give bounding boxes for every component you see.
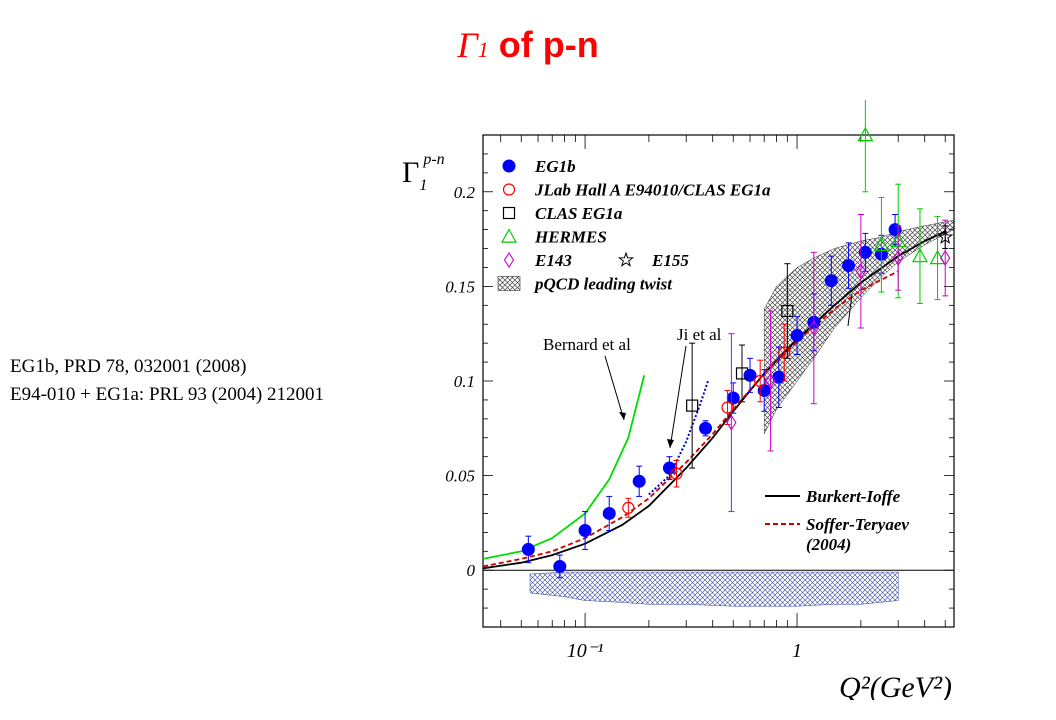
- legend: EG1b JLab Hall A E94010/CLAS EG1a CLAS EG1…: [497, 157, 909, 554]
- point-0-15: [858, 245, 872, 259]
- band-pointer: [847, 293, 853, 327]
- y-tick-label: 0.15: [445, 277, 475, 296]
- point-1-2: [721, 401, 734, 414]
- point-4-1: [765, 372, 776, 390]
- point-4-3: [855, 263, 867, 280]
- point-2-1: [735, 367, 749, 380]
- curve-legend-label-1: Soffer-Teryaev: [806, 515, 909, 534]
- point-0-3: [602, 506, 616, 520]
- point-4-4: [893, 249, 904, 267]
- point-0-13: [824, 274, 838, 288]
- point-1-1: [670, 467, 683, 480]
- y-tick-label: 0.2: [454, 183, 476, 202]
- title-subscript: 1: [477, 37, 489, 62]
- slide-title: Γ1 of p-n: [0, 24, 1056, 66]
- legend-label-3: HERMES: [534, 228, 607, 247]
- curve-1: [482, 270, 899, 568]
- point-3-1: [873, 236, 890, 251]
- point-2-0: [686, 399, 699, 412]
- curve-2: [482, 375, 646, 560]
- legend-label-0: EG1b: [534, 157, 576, 176]
- chart: EG1b JLab Hall A E94010/CLAS EG1a CLAS EG1…: [402, 100, 955, 700]
- point-1-0: [622, 501, 635, 514]
- reference-e94010: E94-010 + EG1a: PRL 93 (2004) 212001: [10, 384, 324, 405]
- point-1-4: [778, 346, 791, 359]
- legend-label-5: pQCD leading twist: [533, 275, 673, 294]
- y-tick-label: 0.05: [445, 467, 475, 486]
- title-symbol: Γ: [457, 25, 478, 65]
- legend-marker-3: [500, 228, 518, 243]
- title-text: of p-n: [488, 24, 599, 65]
- curve-3: [648, 380, 709, 496]
- curve-legend-label2-1: (2004): [806, 535, 851, 554]
- reference-eg1b: EG1b, PRD 78, 032001 (2008): [10, 356, 247, 377]
- point-0-5: [662, 461, 676, 475]
- axis-labels: 0 0.05 0.1 0.15 0.2 10⁻¹ 1 Γ1p-n Q²(GeV²): [402, 151, 952, 700]
- arrowhead-ji: [667, 439, 674, 448]
- y-tick-label: 0: [467, 561, 476, 580]
- point-3-0: [857, 126, 874, 142]
- y-tick-label: 0.1: [454, 372, 475, 391]
- x-tick-label: 1: [792, 640, 802, 662]
- point-0-0: [521, 542, 535, 556]
- legend-marker-4: [503, 251, 515, 269]
- point-0-4: [632, 474, 646, 488]
- y-axis-title: Γ1p-n: [402, 151, 445, 194]
- point-4-5: [940, 249, 951, 267]
- annotation-ji: Ji et al: [677, 325, 722, 344]
- point-0-1: [553, 559, 567, 573]
- point-0-2: [578, 523, 592, 537]
- legend-marker-0: [502, 159, 516, 173]
- legend-marker-1: [502, 183, 516, 196]
- legend-marker-2: [502, 206, 516, 220]
- point-3-3: [911, 247, 928, 263]
- arrow-bernard: [604, 355, 625, 421]
- x-axis-title: Q²(GeV²): [839, 671, 952, 700]
- arrow-ji: [669, 345, 687, 449]
- point-0-6: [699, 421, 713, 435]
- curve-legend-label-0: Burkert-Ioffe: [805, 487, 901, 506]
- arrowhead-bernard: [619, 412, 626, 420]
- data-points: [521, 100, 954, 579]
- legend-extra-marker-4: [617, 251, 635, 267]
- legend-label-2: CLAS EG1a: [535, 204, 623, 223]
- point-2-2: [781, 304, 794, 318]
- legend-label-4: E143: [534, 251, 572, 270]
- legend-extra-label-4: E155: [651, 251, 689, 270]
- point-4-2: [808, 319, 819, 337]
- point-0-11: [790, 329, 804, 343]
- legend-label-1: JLab Hall A E94010/CLAS EG1a: [534, 181, 771, 200]
- point-4-0: [726, 414, 737, 431]
- point-5-0: [937, 228, 954, 245]
- point-0-14: [842, 259, 856, 273]
- curve-0: [482, 230, 946, 570]
- annotation-bernard: Bernard et al: [543, 335, 631, 354]
- legend-marker-5: [497, 276, 521, 291]
- x-tick-label: 10⁻¹: [567, 640, 604, 662]
- band-1: [529, 571, 899, 607]
